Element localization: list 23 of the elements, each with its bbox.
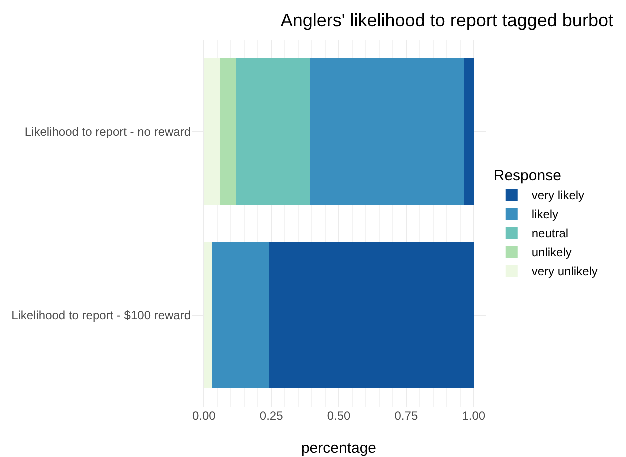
y-tick-label: Likelihood to report - no reward: [24, 124, 191, 139]
bar: [268, 242, 474, 389]
x-tick-label: 0.25: [260, 409, 284, 423]
legend-label: neutral: [532, 226, 569, 241]
legend-label: unlikely: [532, 246, 572, 260]
bar: [236, 58, 311, 206]
legend-label: likely: [532, 208, 559, 222]
legend-label: very unlikely: [532, 264, 598, 279]
x-tick-label: 1.00: [462, 409, 486, 423]
x-tick-label: 0.50: [327, 409, 351, 423]
legend-label: very likely: [532, 188, 585, 203]
x-tick-label: 0.75: [394, 409, 418, 423]
bar: [310, 58, 464, 206]
bar: [204, 58, 220, 206]
chart-title: Anglers' likelihood to report tagged burbot: [280, 10, 614, 30]
legend-title: Response: [494, 168, 562, 184]
x-axis-title: percentage: [301, 440, 377, 457]
bar: [212, 242, 269, 389]
bar: [204, 242, 212, 389]
bar: [220, 58, 236, 206]
bar: [464, 58, 474, 206]
y-tick-label: Likelihood to report - $100 reward: [12, 308, 191, 322]
x-tick-label: 0.00: [192, 409, 216, 423]
